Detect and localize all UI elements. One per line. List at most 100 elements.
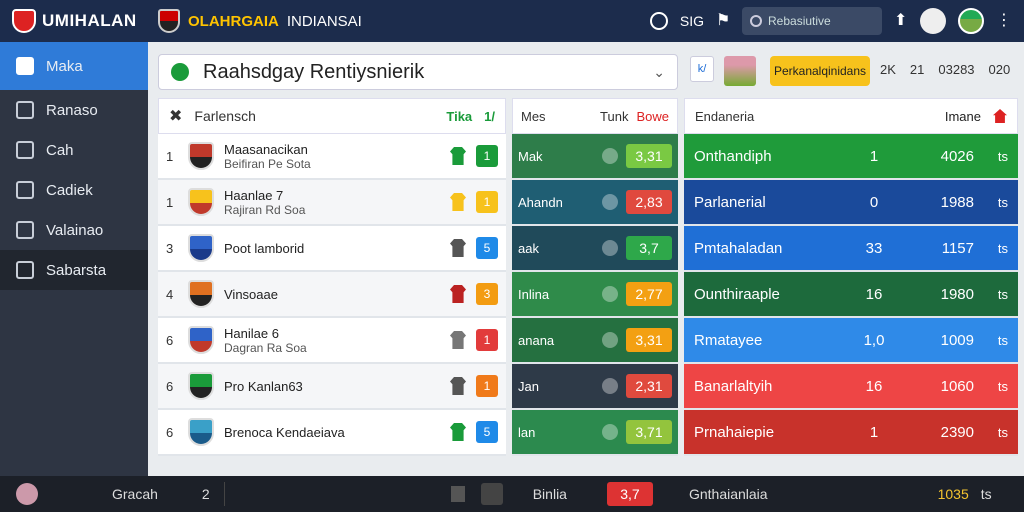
club-name: Hanilae 6 (224, 325, 279, 341)
finance-value: 1 (869, 423, 879, 441)
finance-value: 16 (865, 377, 883, 395)
sidebar-item-cah[interactable]: Cah (0, 130, 148, 170)
pin-icon[interactable]: ⚑ (716, 12, 731, 29)
bottom-money: 1035 (937, 486, 969, 502)
sidebar-item-valainao[interactable]: Valainao (0, 210, 148, 250)
user-avatar[interactable] (958, 8, 984, 34)
finance-value: 16 (865, 285, 883, 303)
smiley-avatar-icon[interactable] (920, 8, 946, 34)
table-row[interactable]: 4 Vinsoaae 3 (158, 272, 506, 318)
results-title: Mes (521, 108, 546, 124)
globe-icon (602, 332, 618, 348)
bottom-tag[interactable] (480, 483, 503, 505)
rank-tag[interactable]: 1 (476, 191, 498, 213)
opponent-name: Ahandn (518, 194, 563, 210)
rank-tag[interactable]: 3 (476, 283, 498, 305)
rank-number: 3 (166, 240, 174, 256)
sidebar-item-ranaso[interactable]: Ranaso (0, 90, 148, 130)
table-row[interactable]: aak 3,7 (512, 226, 678, 272)
table-row[interactable]: Banarlaltyih 16 1060 ts (684, 364, 1018, 410)
table-row[interactable]: 6 Brenoca Kendaeiava 5 (158, 410, 506, 456)
rank-tag[interactable]: 1 (476, 329, 498, 351)
more-menu-icon[interactable]: ⋮ (996, 12, 1012, 29)
table-row[interactable]: Ahandn 2,83 (512, 180, 678, 226)
club-crest-icon (188, 188, 214, 216)
rank-tag[interactable]: 5 (476, 237, 498, 259)
table-row[interactable]: Ounthiraaple 16 1980 ts (684, 272, 1018, 318)
club-crest-icon (188, 326, 214, 354)
standings-tag[interactable]: 1/ (484, 108, 495, 124)
table-row[interactable]: 1 Maasanacikan Beifiran Pe Sota 1 (158, 134, 506, 180)
share-icon[interactable]: ⬆ (894, 12, 908, 29)
clock-icon[interactable] (649, 12, 668, 30)
rank-tag[interactable]: 1 (476, 145, 498, 167)
bottom-bar: Gracah 2 Binlia 3,7 Gnthaianlaia 1035 ts (0, 476, 1024, 512)
table-row[interactable]: Rmatayee 1,0 1009 ts (684, 318, 1018, 364)
sidebar-item-label: Cadiek (46, 181, 93, 199)
club-crest-icon (158, 9, 180, 33)
chevron-down-icon[interactable]: ⌄ (653, 63, 665, 80)
results-tag[interactable]: Tunk (600, 108, 629, 124)
page-title-dropdown[interactable]: Raahsdgay Rentiysnierik ⌄ (158, 54, 678, 90)
search-box[interactable] (742, 7, 882, 35)
table-row[interactable]: Onthandiph 1 4026 ts (684, 134, 1018, 180)
player-avatar[interactable] (16, 483, 38, 505)
k-badge[interactable]: k/ (690, 56, 714, 82)
finance-name: Banarlaltyih (694, 377, 773, 395)
globe-icon (602, 148, 618, 164)
finance-value: 0 (869, 193, 879, 211)
sidebar-item-cadiek[interactable]: Cadiek (0, 170, 148, 210)
score-badge: 3,71 (626, 420, 672, 444)
table-row[interactable]: lan 3,71 (512, 410, 678, 456)
club-names: Haanlae 7 Rajiran Rd Soa (224, 188, 440, 217)
header-stat: 21 (909, 62, 925, 77)
finance-money: 1009 (940, 331, 974, 349)
rank-tag[interactable]: 5 (476, 421, 498, 443)
bottom-tool[interactable]: 2 (201, 486, 210, 502)
yellow-action-button[interactable]: Perkanalqinidans (770, 56, 870, 86)
table-row[interactable]: Pmtahaladan 33 1157 ts (684, 226, 1018, 272)
brand-logo-icon (12, 9, 36, 33)
club-header[interactable]: OLAHRGAIA INDIANSAI (158, 9, 362, 33)
kit-icon (450, 147, 466, 165)
standings-header: ✖ Farlensch Tika 1/ (158, 98, 506, 134)
score-badge: 2,31 (626, 374, 672, 398)
manager-photo[interactable] (724, 56, 756, 86)
table-row[interactable]: 1 Haanlae 7 Rajiran Rd Soa 1 (158, 180, 506, 226)
finance-value: 1,0 (863, 331, 885, 349)
home-icon[interactable] (993, 109, 1007, 123)
rank-tag[interactable]: 1 (476, 375, 498, 397)
rank-number: 1 (166, 194, 174, 210)
top-bar: UMIHALAN OLAHRGAIA INDIANSAI SIG ⚑ ⬆ ⋮ (0, 0, 1024, 42)
scouting-icon (16, 221, 34, 239)
table-row[interactable]: 6 Hanilae 6 Dagran Ra Soa 1 (158, 318, 506, 364)
standings-panel: ✖ Farlensch Tika 1/ 1 Maasanacikan Beifira… (158, 98, 506, 476)
club-names: Poot lamborid (224, 241, 440, 256)
tools-icon[interactable]: ✖ (169, 108, 183, 125)
table-row[interactable]: Prnahaiepie 1 2390 ts (684, 410, 1018, 456)
table-row[interactable]: 6 Pro Kanlan63 1 (158, 364, 506, 410)
table-row[interactable]: Jan 2,31 (512, 364, 678, 410)
sidebar-item-maka[interactable]: Maka (0, 42, 148, 90)
opponent-name: Jan (518, 378, 539, 394)
search-input[interactable] (768, 14, 868, 28)
results-tag[interactable]: Bowe (636, 108, 669, 124)
opponent-name: anana (518, 332, 555, 348)
bottom-label: Binlia (532, 486, 567, 502)
table-row[interactable]: 3 Poot lamborid 5 (158, 226, 506, 272)
club-name: Haanlae 7 (224, 187, 284, 203)
header-stats: 2K 21 03283 020 (880, 62, 1010, 77)
standings-tag[interactable]: Tika (446, 108, 473, 124)
sidebar-item-sabarsta[interactable]: Sabarsta (0, 250, 148, 290)
table-row[interactable]: Parlanerial 0 1988 ts (684, 180, 1018, 226)
table-row[interactable]: Inlina 2,77 (512, 272, 678, 318)
header-stat: 2K (880, 62, 896, 77)
page-title: Raahsdgay Rentiysnierik (203, 60, 425, 83)
club-crest-icon (188, 280, 214, 308)
finance-name: Parlanerial (694, 193, 766, 211)
club-name-white: INDIANSAI (286, 12, 362, 30)
table-row[interactable]: Mak 3,31 (512, 134, 678, 180)
brand[interactable]: UMIHALAN (0, 9, 150, 33)
table-row[interactable]: anana 3,31 (512, 318, 678, 364)
rank-number: 4 (166, 286, 174, 302)
